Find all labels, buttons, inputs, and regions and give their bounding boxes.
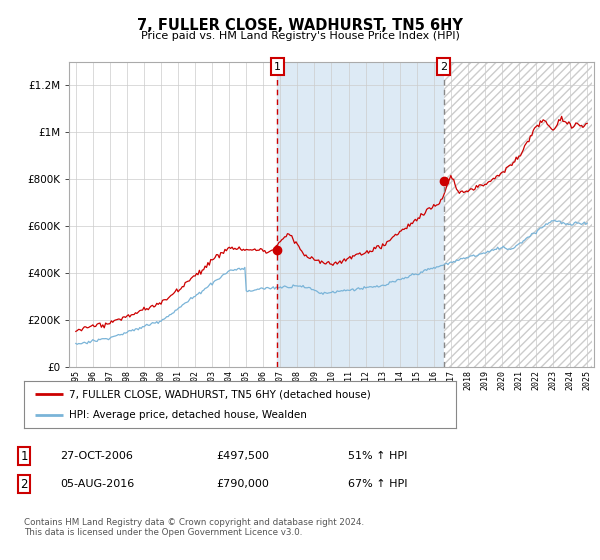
Text: 2: 2: [20, 478, 28, 491]
Text: £497,500: £497,500: [216, 451, 269, 461]
Text: 1: 1: [20, 450, 28, 463]
Text: 51% ↑ HPI: 51% ↑ HPI: [348, 451, 407, 461]
Text: 7, FULLER CLOSE, WADHURST, TN5 6HY (detached house): 7, FULLER CLOSE, WADHURST, TN5 6HY (deta…: [70, 389, 371, 399]
Bar: [443, 62, 592, 367]
Text: £790,000: £790,000: [216, 479, 269, 489]
Text: 2: 2: [440, 62, 447, 72]
Text: 67% ↑ HPI: 67% ↑ HPI: [348, 479, 407, 489]
Text: 7, FULLER CLOSE, WADHURST, TN5 6HY: 7, FULLER CLOSE, WADHURST, TN5 6HY: [137, 18, 463, 33]
Text: 05-AUG-2016: 05-AUG-2016: [60, 479, 134, 489]
Text: Contains HM Land Registry data © Crown copyright and database right 2024.
This d: Contains HM Land Registry data © Crown c…: [24, 518, 364, 538]
Bar: [277, 62, 443, 367]
Text: 27-OCT-2006: 27-OCT-2006: [60, 451, 133, 461]
Text: Price paid vs. HM Land Registry's House Price Index (HPI): Price paid vs. HM Land Registry's House …: [140, 31, 460, 41]
Text: 1: 1: [274, 62, 281, 72]
Text: HPI: Average price, detached house, Wealden: HPI: Average price, detached house, Weal…: [70, 410, 307, 420]
